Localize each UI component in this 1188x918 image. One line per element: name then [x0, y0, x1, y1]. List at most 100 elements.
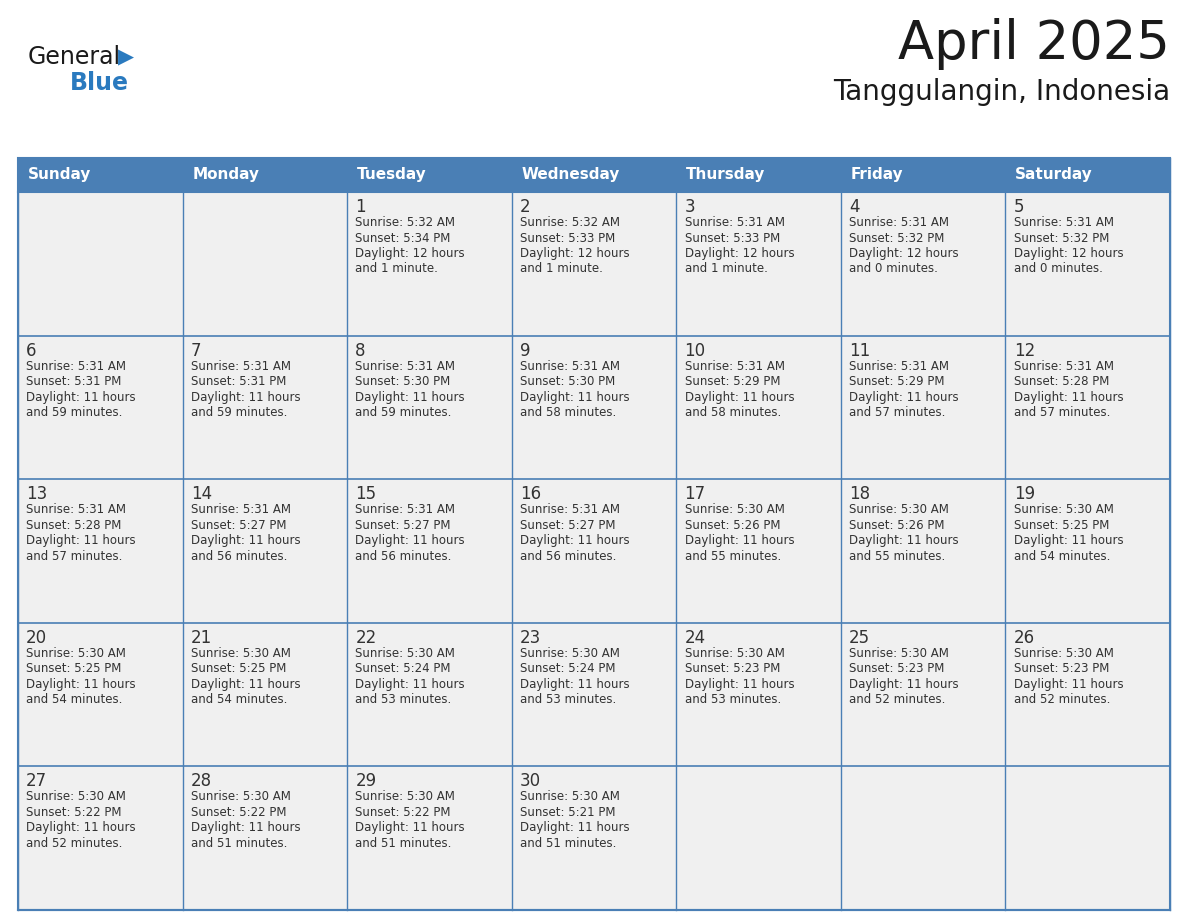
Bar	[676, 767, 841, 910]
Bar	[676, 479, 841, 622]
Bar	[18, 336, 183, 479]
Text: 26: 26	[1013, 629, 1035, 647]
Bar	[18, 158, 1170, 910]
Bar	[347, 192, 512, 336]
Text: 8: 8	[355, 341, 366, 360]
Text: Daylight: 11 hours: Daylight: 11 hours	[355, 534, 465, 547]
Text: Daylight: 11 hours: Daylight: 11 hours	[355, 822, 465, 834]
Text: Daylight: 11 hours: Daylight: 11 hours	[520, 822, 630, 834]
Bar	[841, 336, 1005, 479]
Text: Sunset: 5:27 PM: Sunset: 5:27 PM	[520, 519, 615, 532]
Text: Daylight: 12 hours: Daylight: 12 hours	[684, 247, 794, 260]
Text: Daylight: 11 hours: Daylight: 11 hours	[1013, 390, 1124, 404]
Text: Sunset: 5:33 PM: Sunset: 5:33 PM	[684, 231, 779, 244]
Bar	[512, 479, 676, 622]
Text: Sunset: 5:28 PM: Sunset: 5:28 PM	[26, 519, 121, 532]
Bar	[347, 622, 512, 767]
Text: Sunset: 5:34 PM: Sunset: 5:34 PM	[355, 231, 450, 244]
Text: Sunset: 5:23 PM: Sunset: 5:23 PM	[684, 662, 779, 676]
Text: Sunset: 5:25 PM: Sunset: 5:25 PM	[1013, 519, 1110, 532]
Text: Tanggulangin, Indonesia: Tanggulangin, Indonesia	[833, 78, 1170, 106]
Text: and 53 minutes.: and 53 minutes.	[684, 693, 781, 706]
Text: Sunrise: 5:30 AM: Sunrise: 5:30 AM	[520, 647, 620, 660]
Text: and 1 minute.: and 1 minute.	[355, 263, 438, 275]
Bar	[1005, 767, 1170, 910]
Text: and 58 minutes.: and 58 minutes.	[684, 406, 781, 420]
Text: Sunrise: 5:31 AM: Sunrise: 5:31 AM	[191, 503, 291, 516]
Text: 2: 2	[520, 198, 531, 216]
Text: Saturday: Saturday	[1016, 167, 1093, 183]
Text: 20: 20	[26, 629, 48, 647]
Text: Sunset: 5:28 PM: Sunset: 5:28 PM	[1013, 375, 1110, 388]
Bar	[347, 767, 512, 910]
Text: Daylight: 11 hours: Daylight: 11 hours	[355, 390, 465, 404]
Text: Sunset: 5:22 PM: Sunset: 5:22 PM	[26, 806, 121, 819]
Text: Daylight: 11 hours: Daylight: 11 hours	[849, 677, 959, 691]
Bar	[183, 622, 347, 767]
Text: 9: 9	[520, 341, 531, 360]
Text: Sunset: 5:29 PM: Sunset: 5:29 PM	[684, 375, 781, 388]
Text: Daylight: 11 hours: Daylight: 11 hours	[26, 677, 135, 691]
Text: Sunrise: 5:32 AM: Sunrise: 5:32 AM	[520, 216, 620, 229]
Text: 5: 5	[1013, 198, 1024, 216]
Bar	[841, 192, 1005, 336]
Text: Sunset: 5:29 PM: Sunset: 5:29 PM	[849, 375, 944, 388]
Text: Sunrise: 5:31 AM: Sunrise: 5:31 AM	[26, 503, 126, 516]
Text: 15: 15	[355, 486, 377, 503]
Bar	[183, 192, 347, 336]
Text: Sunset: 5:27 PM: Sunset: 5:27 PM	[355, 519, 451, 532]
Text: Sunset: 5:30 PM: Sunset: 5:30 PM	[355, 375, 450, 388]
Text: Daylight: 11 hours: Daylight: 11 hours	[520, 534, 630, 547]
Text: Daylight: 11 hours: Daylight: 11 hours	[684, 390, 794, 404]
Text: Sunrise: 5:30 AM: Sunrise: 5:30 AM	[684, 647, 784, 660]
Text: and 57 minutes.: and 57 minutes.	[849, 406, 946, 420]
Text: and 53 minutes.: and 53 minutes.	[520, 693, 617, 706]
Text: Sunrise: 5:30 AM: Sunrise: 5:30 AM	[191, 790, 291, 803]
Text: and 51 minutes.: and 51 minutes.	[355, 837, 451, 850]
Text: Sunset: 5:31 PM: Sunset: 5:31 PM	[26, 375, 121, 388]
Bar	[1005, 336, 1170, 479]
Bar	[18, 767, 183, 910]
Text: and 0 minutes.: and 0 minutes.	[1013, 263, 1102, 275]
Bar	[512, 336, 676, 479]
Text: Daylight: 11 hours: Daylight: 11 hours	[1013, 534, 1124, 547]
Text: Sunrise: 5:31 AM: Sunrise: 5:31 AM	[520, 503, 620, 516]
Text: 17: 17	[684, 486, 706, 503]
Bar	[1005, 622, 1170, 767]
Text: 10: 10	[684, 341, 706, 360]
Text: and 52 minutes.: and 52 minutes.	[26, 837, 122, 850]
Bar	[676, 622, 841, 767]
Bar	[1005, 479, 1170, 622]
Text: Daylight: 12 hours: Daylight: 12 hours	[849, 247, 959, 260]
Text: Daylight: 12 hours: Daylight: 12 hours	[355, 247, 465, 260]
Bar	[676, 336, 841, 479]
Text: Sunset: 5:32 PM: Sunset: 5:32 PM	[1013, 231, 1110, 244]
Text: 23: 23	[520, 629, 542, 647]
Text: April 2025: April 2025	[898, 18, 1170, 70]
Text: Monday: Monday	[192, 167, 259, 183]
Text: Sunset: 5:24 PM: Sunset: 5:24 PM	[355, 662, 451, 676]
Text: Sunrise: 5:31 AM: Sunrise: 5:31 AM	[26, 360, 126, 373]
Text: Sunrise: 5:31 AM: Sunrise: 5:31 AM	[849, 360, 949, 373]
Bar	[183, 479, 347, 622]
Bar	[18, 158, 1170, 192]
Text: and 51 minutes.: and 51 minutes.	[191, 837, 287, 850]
Bar	[676, 192, 841, 336]
Text: Daylight: 11 hours: Daylight: 11 hours	[26, 390, 135, 404]
Text: Sunrise: 5:31 AM: Sunrise: 5:31 AM	[520, 360, 620, 373]
Text: and 55 minutes.: and 55 minutes.	[849, 550, 946, 563]
Text: and 52 minutes.: and 52 minutes.	[849, 693, 946, 706]
Text: 21: 21	[191, 629, 211, 647]
Text: Sunrise: 5:31 AM: Sunrise: 5:31 AM	[191, 360, 291, 373]
Text: Sunset: 5:22 PM: Sunset: 5:22 PM	[191, 806, 286, 819]
Text: 12: 12	[1013, 341, 1035, 360]
Text: and 55 minutes.: and 55 minutes.	[684, 550, 781, 563]
Text: Sunrise: 5:31 AM: Sunrise: 5:31 AM	[1013, 360, 1113, 373]
Text: and 53 minutes.: and 53 minutes.	[355, 693, 451, 706]
Bar	[841, 479, 1005, 622]
Bar	[512, 767, 676, 910]
Text: Daylight: 11 hours: Daylight: 11 hours	[520, 390, 630, 404]
Text: Sunrise: 5:30 AM: Sunrise: 5:30 AM	[520, 790, 620, 803]
Text: 7: 7	[191, 341, 201, 360]
Bar	[18, 479, 183, 622]
